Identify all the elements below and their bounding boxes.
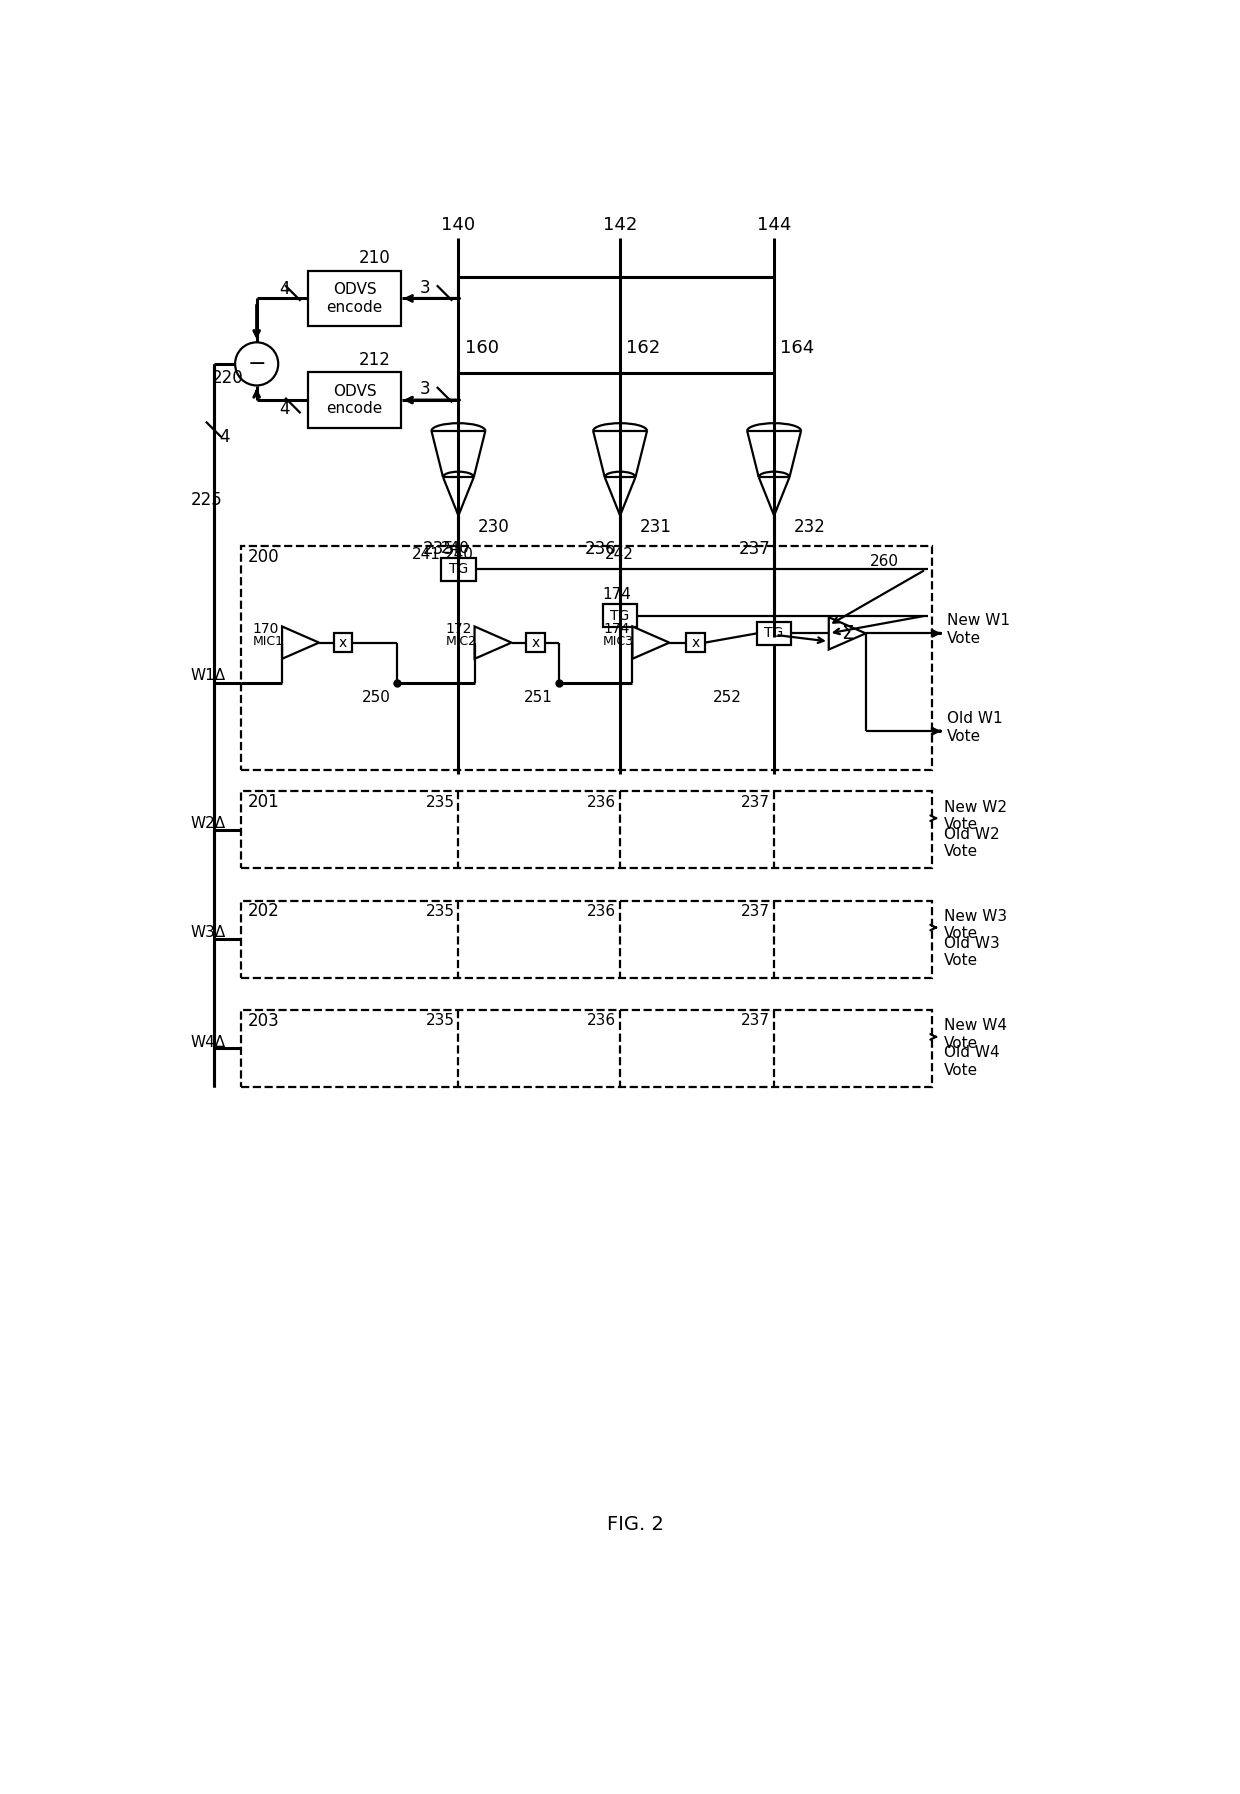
- Text: ODVS
encode: ODVS encode: [326, 282, 383, 314]
- Polygon shape: [632, 626, 670, 658]
- Text: 250: 250: [362, 691, 391, 705]
- Text: 236: 236: [587, 904, 616, 919]
- Text: 142: 142: [603, 215, 637, 233]
- Text: 252: 252: [713, 691, 742, 705]
- Text: 144: 144: [756, 215, 791, 233]
- Text: 160: 160: [465, 339, 498, 357]
- Text: 241: 241: [412, 547, 441, 562]
- Text: 237: 237: [742, 795, 770, 809]
- Text: 236: 236: [584, 540, 616, 558]
- Text: 235: 235: [425, 1014, 455, 1028]
- Text: New W4
Vote: New W4 Vote: [944, 1019, 1007, 1051]
- Text: x: x: [339, 635, 347, 649]
- Bar: [441, 558, 476, 581]
- Text: 170: 170: [253, 623, 279, 635]
- Text: 237: 237: [742, 904, 770, 919]
- Text: MIC1: MIC1: [253, 635, 284, 648]
- Text: Old W2
Vote: Old W2 Vote: [944, 827, 999, 859]
- Text: Old W1
Vote: Old W1 Vote: [947, 710, 1003, 743]
- Bar: [242, 901, 932, 978]
- Text: 200: 200: [248, 549, 279, 567]
- Text: x: x: [692, 635, 699, 649]
- Circle shape: [236, 343, 278, 386]
- Polygon shape: [828, 617, 866, 649]
- Text: W1Δ: W1Δ: [191, 667, 226, 684]
- Text: Old W3
Vote: Old W3 Vote: [944, 936, 999, 969]
- Text: 237: 237: [739, 540, 770, 558]
- Text: −: −: [247, 353, 265, 373]
- Text: TG: TG: [765, 626, 784, 640]
- Text: 240: 240: [441, 542, 470, 556]
- Text: Σ: Σ: [841, 624, 853, 642]
- Text: 220: 220: [212, 370, 244, 388]
- Text: 202: 202: [248, 902, 279, 920]
- Text: 4: 4: [279, 400, 289, 418]
- Bar: [603, 605, 637, 628]
- Text: New W1
Vote: New W1 Vote: [947, 614, 1011, 646]
- Bar: [686, 633, 704, 651]
- Polygon shape: [281, 626, 319, 658]
- Text: MIC2: MIC2: [445, 635, 476, 648]
- Text: 232: 232: [794, 518, 826, 536]
- Bar: [242, 1010, 932, 1087]
- Bar: [242, 547, 932, 770]
- Text: 174: 174: [603, 623, 630, 635]
- Text: x: x: [531, 635, 539, 649]
- Text: 260: 260: [869, 554, 899, 569]
- Text: 231: 231: [640, 518, 671, 536]
- Text: 140: 140: [441, 215, 475, 233]
- Text: 203: 203: [248, 1012, 279, 1030]
- Text: 236: 236: [587, 1014, 616, 1028]
- Text: 230: 230: [477, 518, 510, 536]
- Polygon shape: [475, 626, 512, 658]
- Bar: [309, 373, 401, 427]
- Bar: [309, 271, 401, 327]
- Text: W2Δ: W2Δ: [191, 816, 226, 831]
- Text: 162: 162: [626, 339, 661, 357]
- Text: W4Δ: W4Δ: [191, 1035, 226, 1049]
- Text: 174: 174: [603, 587, 631, 603]
- Text: 201: 201: [248, 793, 279, 811]
- Text: 3: 3: [420, 380, 430, 398]
- Text: ODVS
encode: ODVS encode: [326, 384, 383, 416]
- Text: TG: TG: [610, 608, 630, 623]
- Text: 235: 235: [423, 540, 455, 558]
- Text: 172: 172: [445, 623, 471, 635]
- Text: 242: 242: [605, 547, 634, 562]
- Bar: [334, 633, 352, 651]
- Text: 237: 237: [742, 1014, 770, 1028]
- Text: New W3
Vote: New W3 Vote: [944, 910, 1007, 942]
- Bar: [526, 633, 544, 651]
- Text: 210: 210: [358, 249, 391, 267]
- Text: 4: 4: [279, 280, 289, 298]
- Text: MIC3: MIC3: [603, 635, 634, 648]
- Text: 235: 235: [425, 795, 455, 809]
- Text: W3Δ: W3Δ: [191, 926, 226, 940]
- Text: Old W4
Vote: Old W4 Vote: [944, 1046, 999, 1078]
- Text: 4: 4: [219, 429, 231, 447]
- Text: 236: 236: [587, 795, 616, 809]
- Text: 3: 3: [420, 278, 430, 296]
- Bar: [242, 791, 932, 868]
- Text: New W2
Vote: New W2 Vote: [944, 800, 1007, 832]
- Text: 251: 251: [523, 691, 553, 705]
- Text: FIG. 2: FIG. 2: [608, 1514, 663, 1534]
- Text: 240: 240: [445, 547, 474, 562]
- Bar: [756, 623, 791, 644]
- Text: 164: 164: [780, 339, 815, 357]
- Text: 225: 225: [191, 492, 222, 509]
- Text: TG: TG: [449, 563, 467, 576]
- Text: 212: 212: [358, 352, 391, 370]
- Text: 235: 235: [425, 904, 455, 919]
